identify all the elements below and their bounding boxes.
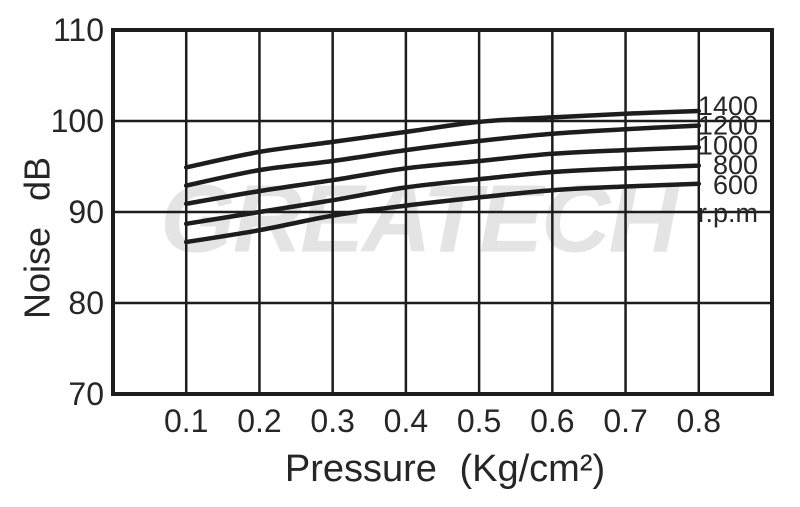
x-tick-labels-group: 0.1 0.2 0.3 0.4 0.5 0.6 0.7 0.8 [164, 403, 721, 439]
plot-border [111, 28, 774, 396]
x-tick-label-0.8: 0.8 [677, 403, 721, 439]
series-label-1000: 1000 [698, 130, 758, 160]
x-axis-title: Pressure (Kg/cm²) [285, 448, 605, 490]
curve-800 [183, 163, 702, 227]
curve-600 [183, 181, 702, 245]
curve-1400 [183, 108, 702, 170]
x-tick-label-0.4: 0.4 [384, 403, 428, 439]
y-tick-label-110: 110 [53, 12, 104, 48]
y-tick-label-70: 70 [68, 376, 104, 412]
x-tick-label-0.1: 0.1 [164, 403, 208, 439]
x-tick-label-0.6: 0.6 [530, 403, 574, 439]
rpm-unit-label: r.p.m [698, 198, 758, 228]
series-label-800: 800 [713, 150, 758, 180]
y-tick-label-100: 100 [51, 103, 104, 139]
x-tick-label-0.7: 0.7 [603, 403, 647, 439]
curves-group [183, 108, 702, 245]
series-label-1200: 1200 [698, 111, 758, 141]
watermark-text: GREATECH [160, 166, 679, 273]
curve-1200 [183, 123, 702, 188]
y-tick-labels-group: 110 100 90 80 70 [51, 12, 104, 412]
y-axis-title: Noise dB [17, 157, 58, 319]
grid-group [111, 28, 774, 396]
x-tick-label-0.3: 0.3 [310, 403, 354, 439]
y-tick-label-80: 80 [68, 285, 104, 321]
curve-1000 [183, 145, 702, 207]
series-label-600: 600 [713, 170, 758, 200]
series-label-1400: 1400 [698, 91, 758, 121]
x-tick-label-0.5: 0.5 [457, 403, 501, 439]
x-tick-label-0.2: 0.2 [237, 403, 281, 439]
y-tick-label-90: 90 [68, 194, 104, 230]
